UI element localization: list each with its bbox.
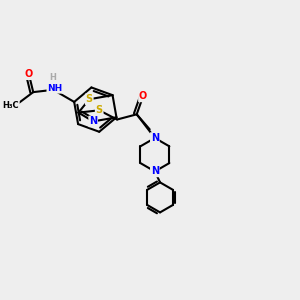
Text: N: N	[151, 133, 159, 143]
Text: O: O	[25, 69, 33, 79]
Text: H₃C: H₃C	[2, 100, 19, 109]
Text: S: S	[96, 105, 103, 115]
Text: N: N	[89, 116, 97, 126]
Text: H: H	[50, 73, 56, 82]
Text: N: N	[151, 167, 159, 176]
Text: O: O	[139, 92, 147, 101]
Text: S: S	[86, 94, 93, 104]
Text: NH: NH	[47, 84, 62, 93]
